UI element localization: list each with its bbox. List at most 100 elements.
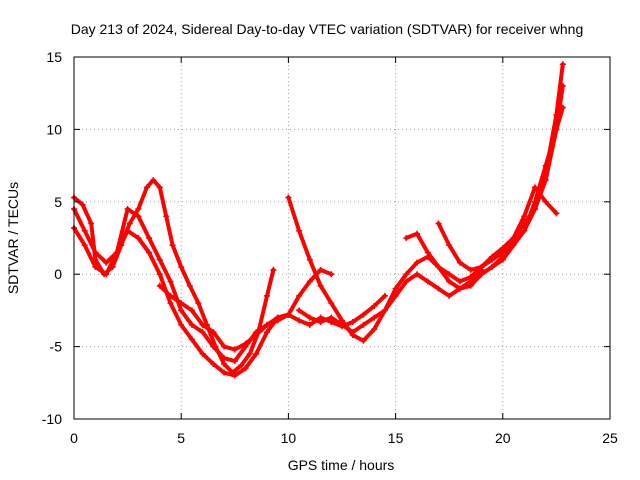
data-point: [446, 242, 453, 249]
data-point: [263, 292, 270, 299]
data-point: [559, 82, 566, 89]
data-point: [306, 278, 313, 285]
data-point: [403, 235, 410, 241]
data-point: [435, 220, 442, 227]
data-point: [285, 194, 292, 201]
series-track-7: [403, 61, 566, 285]
data-point: [296, 317, 303, 324]
ticks: [73, 56, 611, 420]
series-line: [436, 84, 565, 272]
series-line: [404, 62, 565, 284]
data-point: [510, 235, 517, 241]
data-point: [242, 340, 249, 347]
x-tick-label: 15: [388, 430, 404, 446]
data-point: [285, 311, 292, 318]
data-point: [403, 271, 410, 278]
data-point: [424, 249, 431, 256]
data-point: [199, 321, 206, 328]
grid: [74, 57, 610, 419]
data-point: [167, 278, 174, 285]
data-point: [263, 321, 270, 328]
data-point: [88, 220, 95, 227]
data-point: [210, 343, 217, 350]
data-point: [242, 365, 249, 372]
data-point: [317, 318, 324, 325]
series-line: [479, 105, 565, 277]
data-point: [371, 303, 378, 310]
data-point: [126, 220, 133, 227]
data-point: [238, 362, 245, 369]
data-point: [542, 198, 549, 205]
data-point: [156, 282, 163, 289]
data-point: [221, 360, 228, 367]
x-tick-label: 5: [177, 430, 185, 446]
data-point: [231, 372, 238, 379]
data-point: [135, 213, 142, 220]
data-point: [467, 282, 474, 289]
data-point: [489, 263, 496, 270]
data-point: [143, 184, 150, 191]
series-track-8: [435, 82, 566, 273]
data-point: [328, 271, 335, 278]
data-point: [167, 300, 174, 307]
data-point: [135, 235, 142, 241]
data-point: [221, 369, 228, 376]
data-point: [456, 278, 463, 285]
data-point: [510, 242, 517, 249]
data-point: [178, 321, 185, 328]
data-point: [135, 206, 142, 213]
data-point: [403, 278, 410, 285]
data-point: [424, 278, 431, 285]
data-point: [414, 271, 421, 278]
data-point: [103, 271, 110, 278]
data-point: [253, 350, 260, 357]
y-axis-label: SDTVAR / TECUs: [5, 182, 21, 294]
data-point: [178, 263, 185, 270]
y-tick-label: 15: [46, 49, 62, 65]
data-point: [489, 256, 496, 263]
data-point: [263, 329, 270, 336]
data-point: [381, 292, 388, 299]
data-point: [156, 256, 163, 263]
data-point: [306, 256, 313, 263]
x-tick-label: 10: [281, 430, 297, 446]
data-point: [113, 249, 120, 256]
data-point: [306, 321, 313, 328]
data-point: [371, 326, 378, 333]
y-tick-label: 5: [54, 194, 62, 210]
data-point: [178, 307, 185, 314]
data-point: [188, 336, 195, 343]
data-point: [81, 227, 88, 234]
data-point: [392, 292, 399, 299]
series-line: [500, 185, 559, 255]
data-point: [446, 271, 453, 278]
data-point: [186, 282, 193, 289]
data-point: [296, 227, 303, 234]
data-point: [381, 307, 388, 314]
data-point: [349, 329, 356, 336]
data-point: [188, 321, 195, 328]
data-point: [328, 314, 335, 321]
series-track-10: [499, 184, 560, 256]
chart-title: Day 213 of 2024, Sidereal Day-to-day VTE…: [71, 21, 584, 37]
data-point: [467, 274, 474, 281]
data-point: [467, 266, 474, 273]
data-point: [167, 292, 174, 299]
series-track-4: [156, 282, 388, 353]
data-point: [221, 343, 228, 350]
x-tick-label: 0: [70, 430, 78, 446]
data-point: [371, 314, 378, 321]
data-point: [446, 278, 453, 285]
data-point: [456, 285, 463, 292]
data-point: [210, 360, 217, 367]
data-point: [246, 350, 253, 357]
data-point: [92, 263, 99, 270]
data-point: [559, 104, 566, 111]
data-point: [270, 266, 277, 273]
data-point: [199, 350, 206, 357]
data-point: [542, 177, 549, 184]
data-point: [328, 300, 335, 307]
data-point: [221, 355, 228, 362]
data-point: [210, 329, 217, 336]
data-point: [150, 177, 157, 184]
